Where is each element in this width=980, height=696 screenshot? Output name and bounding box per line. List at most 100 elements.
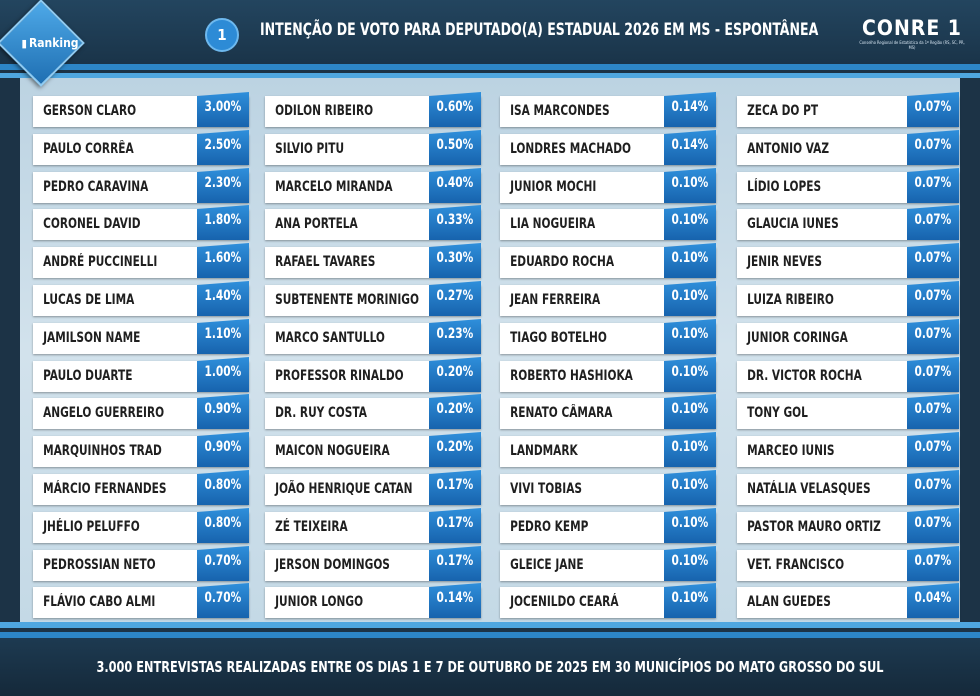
candidate-row: PROFESSOR RINALDO 0.20%: [265, 357, 481, 392]
candidate-percent-value: 0.27%: [436, 288, 474, 304]
candidate-percent-value: 0.07%: [914, 99, 952, 115]
candidate-row: LUIZA RIBEIRO 0.07%: [737, 281, 959, 316]
candidate-row: LANDMARK 0.10%: [500, 432, 716, 467]
candidate-percent: 1.80%: [197, 205, 249, 240]
candidate-percent: 0.10%: [664, 205, 716, 240]
candidate-percent-value: 0.14%: [436, 590, 474, 606]
footer-note: 3.000 ENTREVISTAS REALIZADAS ENTRE OS DI…: [96, 658, 884, 676]
candidate-row: SUBTENENTE MORINIGO 0.27%: [265, 281, 481, 316]
candidate-name: JUNIOR MOCHI: [510, 179, 597, 195]
candidate-percent: 0.07%: [907, 281, 959, 316]
candidate-row: LONDRES MACHADO 0.14%: [500, 130, 716, 165]
candidate-row: FLÁVIO CABO ALMI 0.70%: [33, 583, 249, 618]
candidate-name: DR. VICTOR ROCHA: [747, 368, 862, 384]
candidate-row: DR. VICTOR ROCHA 0.07%: [737, 357, 959, 392]
candidate-percent: 0.17%: [429, 508, 481, 543]
ranking-logo-label: Ranking: [28, 36, 79, 50]
candidate-percent-value: 0.07%: [914, 553, 952, 569]
candidate-percent: 0.10%: [664, 168, 716, 203]
candidate-percent: 0.70%: [197, 546, 249, 581]
candidate-percent: 0.07%: [907, 546, 959, 581]
candidate-percent: 0.20%: [429, 394, 481, 429]
candidate-name: LANDMARK: [510, 443, 578, 459]
chart-number-badge: 1: [205, 18, 239, 52]
candidate-row: GLAUCIA IUNES 0.07%: [737, 205, 959, 240]
candidate-name: JAMILSON NAME: [43, 330, 141, 346]
candidate-row: JAMILSON NAME 1.10%: [33, 319, 249, 354]
candidate-percent: 0.20%: [429, 357, 481, 392]
candidate-percent: 0.10%: [664, 508, 716, 543]
candidate-percent-value: 0.07%: [914, 175, 952, 191]
candidate-percent: 1.10%: [197, 319, 249, 354]
candidate-row: ROBERTO HASHIOKA 0.10%: [500, 357, 716, 392]
candidate-name: TIAGO BOTELHO: [510, 330, 607, 346]
candidate-row: ALAN GUEDES 0.04%: [737, 583, 959, 618]
candidate-name: CORONEL DAVID: [43, 216, 141, 232]
candidate-row: PEDRO CARAVINA 2.30%: [33, 168, 249, 203]
candidate-percent: 0.10%: [664, 357, 716, 392]
candidate-row: JHÉLIO PELUFFO 0.80%: [33, 508, 249, 543]
candidate-percent: 0.17%: [429, 546, 481, 581]
candidate-name: GLAUCIA IUNES: [747, 216, 839, 232]
candidate-percent: 0.20%: [429, 432, 481, 467]
candidate-row: EDUARDO ROCHA 0.10%: [500, 243, 716, 278]
candidate-row: ANGELO GUERREIRO 0.90%: [33, 394, 249, 429]
header-stripe-light: [0, 73, 980, 78]
header-bar: [0, 0, 980, 64]
candidate-percent-value: 0.40%: [436, 175, 474, 191]
candidate-name: ANA PORTELA: [275, 216, 358, 232]
candidate-percent: 0.07%: [907, 92, 959, 127]
candidate-percent: 0.14%: [664, 92, 716, 127]
candidate-percent-value: 0.10%: [671, 175, 709, 191]
conre-logo: CONRE 1 Conselho Regional de Estatística…: [858, 16, 966, 50]
candidate-name: PEDRO KEMP: [510, 519, 589, 535]
candidate-row: JEAN FERREIRA 0.10%: [500, 281, 716, 316]
candidate-percent-value: 0.30%: [436, 250, 474, 266]
candidate-percent-value: 0.10%: [671, 212, 709, 228]
candidate-name: LIA NOGUEIRA: [510, 216, 596, 232]
candidate-row: TIAGO BOTELHO 0.10%: [500, 319, 716, 354]
candidate-name: PEDRO CARAVINA: [43, 179, 149, 195]
candidate-row: JUNIOR LONGO 0.14%: [265, 583, 481, 618]
header-stripe: [0, 64, 980, 70]
candidate-name: JHÉLIO PELUFFO: [43, 519, 140, 535]
footer-stripe-gap: [0, 628, 980, 632]
candidate-name: LUIZA RIBEIRO: [747, 292, 834, 308]
candidate-row: PEDRO KEMP 0.10%: [500, 508, 716, 543]
candidate-row: JUNIOR MOCHI 0.10%: [500, 168, 716, 203]
candidate-percent: 0.10%: [664, 583, 716, 618]
candidate-percent: 0.10%: [664, 319, 716, 354]
candidate-percent-value: 0.07%: [914, 515, 952, 531]
page-title: INTENÇÃO DE VOTO PARA DEPUTADO(A) ESTADU…: [260, 20, 819, 40]
candidate-percent-value: 0.80%: [204, 515, 242, 531]
candidate-percent: 0.10%: [664, 243, 716, 278]
candidate-percent-value: 0.07%: [914, 137, 952, 153]
candidate-name: SILVIO PITU: [275, 141, 345, 157]
candidate-name: ZÉ TEIXEIRA: [275, 519, 348, 535]
candidate-percent: 0.14%: [429, 583, 481, 618]
candidate-name: JEAN FERREIRA: [510, 292, 601, 308]
candidate-percent-value: 1.40%: [204, 288, 242, 304]
candidate-name: LUCAS DE LIMA: [43, 292, 135, 308]
candidate-percent-value: 0.07%: [914, 212, 952, 228]
candidate-percent: 0.10%: [664, 394, 716, 429]
candidate-percent-value: 0.70%: [204, 590, 242, 606]
candidate-row: ANDRÉ PUCCINELLI 1.60%: [33, 243, 249, 278]
candidate-percent: 0.50%: [429, 130, 481, 165]
candidate-row: JUNIOR CORINGA 0.07%: [737, 319, 959, 354]
candidate-name: LONDRES MACHADO: [510, 141, 632, 157]
candidate-percent-value: 2.50%: [204, 137, 242, 153]
candidate-name: MARCELO MIRANDA: [275, 179, 393, 195]
candidate-name: ANTONIO VAZ: [747, 141, 830, 157]
candidate-percent-value: 1.00%: [204, 364, 242, 380]
candidate-name: MÁRCIO FERNANDES: [43, 481, 167, 497]
candidate-percent-value: 0.07%: [914, 439, 952, 455]
candidate-percent-value: 0.17%: [436, 553, 474, 569]
candidate-name: JENIR NEVES: [747, 254, 822, 270]
candidate-percent-value: 0.07%: [914, 326, 952, 342]
ranking-logo: ▮ Ranking: [12, 36, 88, 50]
candidate-percent-value: 3.00%: [204, 99, 242, 115]
candidate-percent-value: 0.10%: [671, 439, 709, 455]
candidate-row: ZÉ TEIXEIRA 0.17%: [265, 508, 481, 543]
candidate-name: JOCENILDO CEARÁ: [510, 594, 619, 610]
